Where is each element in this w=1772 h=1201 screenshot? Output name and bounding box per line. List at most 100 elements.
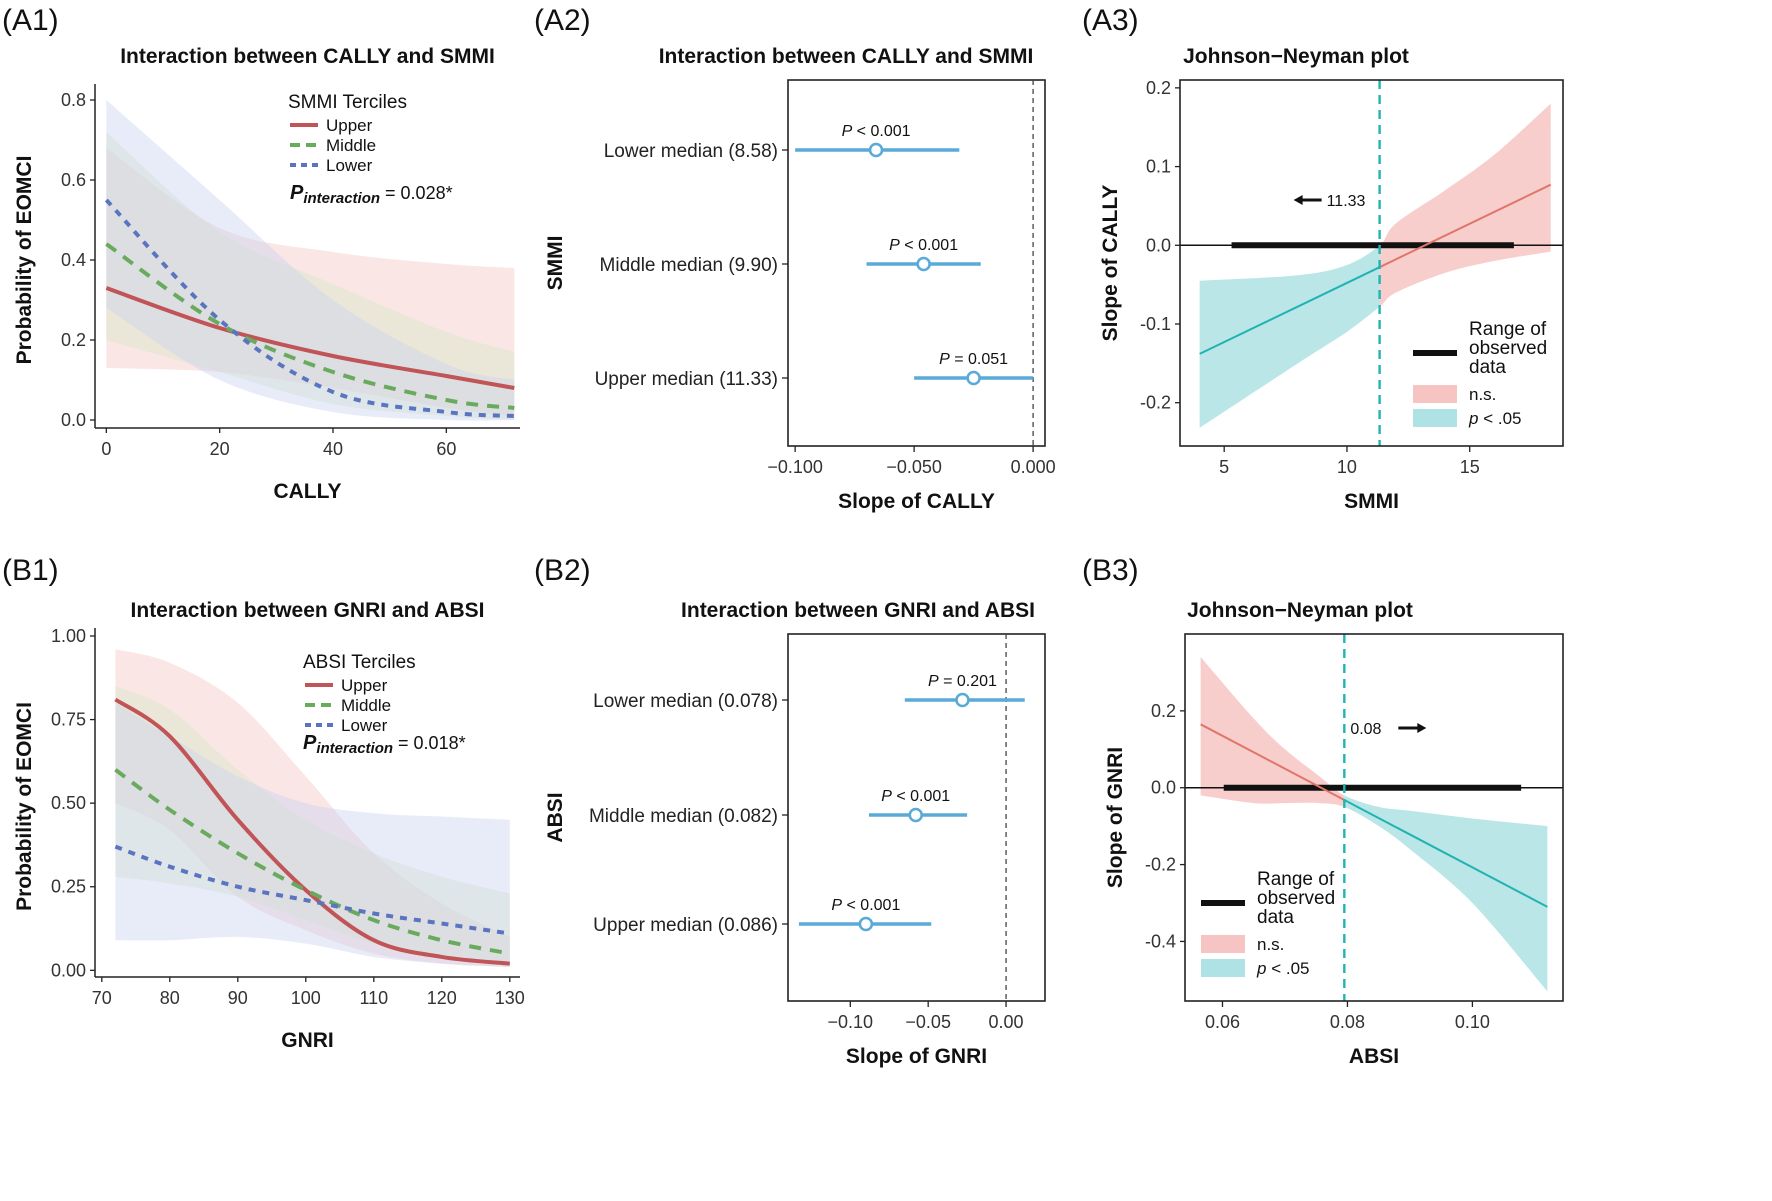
y-tick-label: 0.6	[61, 170, 86, 190]
panel-title: Interaction between GNRI and ABSI	[131, 599, 485, 622]
legend-range-label: observed	[1257, 888, 1335, 909]
x-tick-label: −0.100	[767, 457, 823, 477]
x-tick-label: 0.00	[989, 1012, 1024, 1032]
ci-band-middle	[115, 686, 510, 964]
x-axis-label: CALLY	[273, 480, 341, 503]
x-tick-label: 60	[436, 439, 456, 459]
p-value-label: P < 0.001	[831, 897, 900, 914]
ci-band-lower	[106, 100, 515, 421]
y-tick-label: 0.00	[51, 960, 86, 980]
x-tick-label: 0.08	[1330, 1012, 1365, 1032]
y-tick-label: 0.25	[51, 877, 86, 897]
y-tick-label: -0.2	[1145, 855, 1176, 875]
p-value-label: P < 0.001	[842, 123, 911, 140]
y-tick-label: -0.2	[1140, 393, 1171, 413]
x-tick-label: −0.050	[886, 457, 942, 477]
jn-value-label: 0.08	[1350, 721, 1381, 738]
y-tick-label: 0.2	[61, 330, 86, 350]
panel-A2: (A2) Interaction between CALLY and SMMI −0…	[534, 4, 1056, 513]
y-tick-label: 0.0	[1146, 235, 1171, 255]
panel-label: (B2)	[534, 554, 591, 587]
series-line-upper	[105, 286, 515, 390]
x-tick-label: 100	[291, 988, 321, 1008]
legend-key-ns	[1413, 385, 1457, 403]
y-tick-label: 1.00	[51, 626, 86, 646]
x-tick-label: 0.000	[1011, 457, 1056, 477]
panel-B2: (B2) Interaction between GNRI and ABSI −0.…	[534, 554, 1046, 1068]
panel-title: Johnson−Neyman plot	[1183, 45, 1409, 68]
slope-line-left	[1200, 723, 1345, 801]
ci-band-lower	[115, 702, 510, 967]
legend-ns-label: n.s.	[1469, 385, 1496, 404]
series-line-middle	[114, 768, 511, 956]
panel-label: (B1)	[2, 554, 59, 587]
jn-arrow-head-icon	[1417, 723, 1427, 733]
row-label: Upper median (0.086)	[593, 915, 778, 936]
y-axis-label: SMMI	[544, 236, 567, 291]
x-tick-label: 5	[1219, 457, 1229, 477]
p-interaction-label: Pinteraction = 0.028*	[290, 182, 453, 207]
x-tick-label: −0.10	[828, 1012, 874, 1032]
x-tick-label: 15	[1460, 457, 1480, 477]
plot-frame	[787, 633, 1046, 1002]
row-label: Lower median (0.078)	[593, 691, 778, 712]
panel-label: (B3)	[1082, 554, 1139, 587]
point-estimate	[908, 807, 924, 823]
panel-B1: (B1) Interaction between GNRI and ABSI 0.0…	[2, 554, 525, 1052]
legend-range-label: data	[1257, 907, 1294, 928]
plot-area	[1180, 103, 1563, 428]
slope-line-right	[1379, 183, 1552, 269]
legend-range-label: observed	[1469, 338, 1547, 359]
plot-frame	[1184, 633, 1564, 1002]
panel-label: (A2)	[534, 4, 591, 37]
point-estimate	[858, 916, 874, 932]
y-tick-label: 0.0	[61, 410, 86, 430]
row-label: Lower median (8.58)	[604, 141, 778, 162]
panel-label: (A1)	[2, 4, 59, 37]
y-tick-label: 0.4	[61, 250, 86, 270]
legend-key-ns	[1201, 935, 1245, 953]
legend-label: Upper	[326, 116, 373, 135]
y-tick-label: 0.75	[51, 710, 86, 730]
legend-label: Lower	[326, 156, 373, 175]
row-label: Upper median (11.33)	[595, 369, 778, 390]
plot-area	[1185, 657, 1563, 992]
y-tick-label: 0.1	[1146, 157, 1171, 177]
x-tick-label: 110	[359, 988, 388, 1008]
y-axis-label: ABSI	[544, 792, 567, 842]
legend-label: Middle	[341, 696, 391, 715]
x-tick-label: 10	[1337, 457, 1357, 477]
y-axis-label: Probability of EOMCI	[13, 702, 36, 911]
ns-band	[1379, 103, 1551, 307]
legend-label: Lower	[341, 716, 388, 735]
slope-line-left	[1199, 266, 1381, 355]
p-value-label: P = 0.201	[928, 673, 997, 690]
series-line-upper	[114, 697, 510, 966]
plot-frame	[1179, 79, 1564, 447]
series-line-middle	[105, 242, 515, 410]
legend-range-label: Range of	[1469, 319, 1547, 340]
x-axis-label: Slope of GNRI	[846, 1045, 987, 1068]
y-axis-label: Slope of GNRI	[1104, 747, 1127, 888]
significant-band	[1344, 795, 1548, 992]
series-line-lower	[104, 198, 515, 418]
y-axis-label: Probability of EOMCI	[13, 156, 36, 365]
ci-band-middle	[106, 132, 515, 420]
series-line-lower	[114, 844, 511, 936]
panel-title: Interaction between CALLY and SMMI	[659, 45, 1034, 68]
x-axis-label: GNRI	[281, 1029, 334, 1052]
legend-ns-label: n.s.	[1257, 935, 1284, 954]
x-tick-label: 0	[101, 439, 111, 459]
y-tick-label: -0.4	[1145, 931, 1176, 951]
plot-frame	[787, 79, 1046, 447]
x-tick-label: 40	[323, 439, 343, 459]
y-tick-label: -0.1	[1140, 314, 1171, 334]
y-tick-label: 0.8	[61, 90, 86, 110]
x-tick-label: 0.06	[1205, 1012, 1240, 1032]
jn-arrow-head-icon	[1293, 195, 1303, 205]
legend-range-label: Range of	[1257, 869, 1335, 890]
legend-label: Middle	[326, 136, 376, 155]
x-axis-label: SMMI	[1344, 490, 1399, 513]
x-tick-label: 90	[228, 988, 248, 1008]
